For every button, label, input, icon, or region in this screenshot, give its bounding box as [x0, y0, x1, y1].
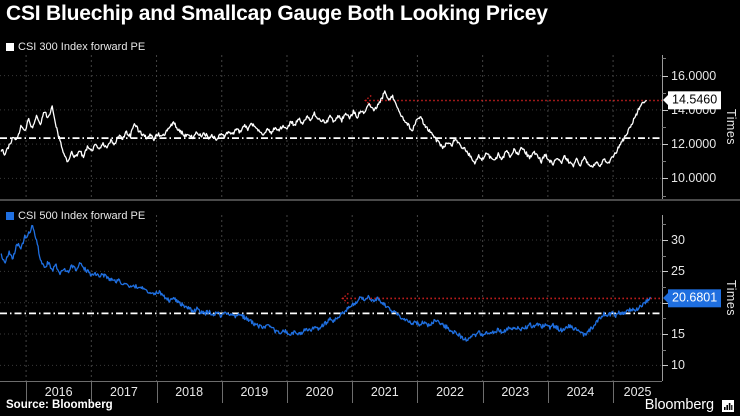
y-axis-csi500: 1015202530Times20.6801 [662, 215, 740, 381]
y-tick-csi300-16 [662, 75, 668, 77]
x-tick-label-2024: 2024 [566, 385, 595, 399]
value-callout-pointer-csi500 [663, 293, 668, 304]
y-minor-tick-csi500 [662, 255, 666, 257]
y-axis-line-bottom [662, 215, 663, 381]
y-tick-csi300-14 [662, 109, 668, 111]
plot-area-csi500 [0, 215, 662, 381]
y-minor-tick-csi300 [662, 195, 666, 197]
y-tick-label-csi500-15: 15 [671, 327, 685, 342]
panel-csi300: 10.0000 12.0000 14.0000 16.0000 Times 14.5460 [0, 55, 740, 199]
page-title: CSI Bluechip and Smallcap Gauge Both Loo… [6, 2, 548, 25]
y-tick-label-csi500-25: 25 [671, 264, 685, 279]
x-tick-label-2017: 2017 [110, 385, 138, 399]
legend-label-csi300: CSI 300 Index forward PE [18, 41, 146, 53]
legend-label-csi500: CSI 500 Index forward PE [18, 210, 146, 222]
x-tick-2017 [91, 381, 93, 403]
y-minor-tick-csi500 [662, 224, 666, 226]
x-tick-2016 [26, 381, 28, 403]
x-tick-2023 [482, 381, 484, 403]
y-minor-tick-csi300 [662, 161, 666, 163]
source-label: Source: Bloomberg [6, 399, 113, 411]
x-tick-label-2021: 2021 [370, 385, 399, 399]
legend-csi500: CSI 500 Index forward PE [6, 210, 145, 222]
x-tick-2020 [286, 381, 288, 403]
x-tick-2019 [221, 381, 223, 403]
x-tick-2025 [613, 381, 615, 403]
y-tick-label-csi300-12: 12.0000 [671, 137, 717, 152]
x-tick-label-2022: 2022 [436, 385, 464, 399]
y-minor-tick-csi300 [662, 92, 666, 94]
legend-swatch-csi500-icon [6, 212, 14, 220]
x-tick-label-2019: 2019 [240, 385, 269, 399]
panel-divider [0, 199, 740, 201]
y-tick-csi500-10 [662, 365, 668, 367]
footer: Source: Bloomberg Bloomberg [0, 397, 740, 416]
x-tick-2021 [352, 381, 354, 403]
y-minor-tick-csi300 [662, 127, 666, 128]
y-tick-csi300-10 [662, 178, 668, 180]
x-tick-2022 [417, 381, 419, 403]
y-tick-csi500-25 [662, 271, 668, 273]
y-tick-csi300-12 [662, 144, 668, 146]
x-axis-line [0, 381, 662, 382]
y-tick-label-csi500-30: 30 [671, 233, 685, 248]
y-tick-label-csi300-16: 16.0000 [671, 68, 717, 83]
x-tick-label-2016: 2016 [44, 385, 73, 399]
y-tick-label-csi300-10: 10.0000 [671, 171, 717, 186]
y-axis-title-csi300: Times [724, 108, 738, 146]
y-minor-tick-csi500 [662, 318, 666, 320]
y-minor-tick-csi500 [662, 287, 666, 289]
panel-csi500: 1015202530Times20.6801 [0, 201, 740, 381]
x-tick-2018 [156, 381, 158, 403]
y-tick-csi500-15 [662, 334, 668, 336]
x-tick-label-2018: 2018 [175, 385, 204, 399]
y-axis-title-csi500: Times [724, 279, 738, 317]
y-axis-csi300: 10.0000 12.0000 14.0000 16.0000 Times 14.5460 [662, 55, 740, 199]
x-tick-2024 [547, 381, 549, 403]
x-axis: 2016 2017 2018 2019 2020 2021 2022 2023 2024 2025 [0, 381, 740, 403]
x-tick-label-2023: 2023 [501, 385, 530, 399]
bloomberg-wordmark: Bloomberg [644, 397, 714, 413]
legend-csi300: CSI 300 Index forward PE [6, 41, 145, 53]
plot-area-csi300 [0, 55, 662, 199]
x-tick-label-2020: 2020 [305, 385, 334, 399]
y-tick-csi500-30 [662, 240, 668, 242]
current-value-badge-csi500: 20.6801 [668, 289, 722, 308]
value-callout-pointer-csi300 [663, 95, 668, 106]
bloomberg-logo-icon [722, 400, 734, 412]
current-value-badge-csi300: 14.5460 [668, 91, 722, 110]
y-minor-tick-csi300 [662, 58, 666, 60]
y-tick-label-csi500-10: 10 [671, 358, 685, 373]
x-tick-label-2025: 2025 [623, 385, 652, 399]
legend-swatch-csi300-icon [6, 43, 14, 51]
y-minor-tick-csi500 [662, 349, 666, 351]
